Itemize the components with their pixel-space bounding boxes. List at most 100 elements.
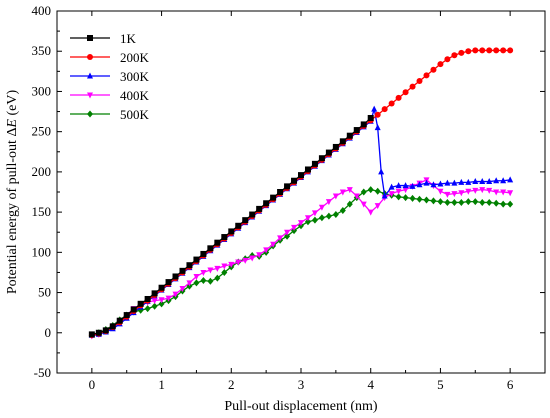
data-point [151, 290, 158, 297]
data-point [458, 49, 465, 56]
data-point [360, 121, 367, 128]
data-point [311, 160, 318, 167]
legend-marker [87, 72, 93, 79]
data-point [430, 181, 437, 188]
data-point [395, 188, 402, 195]
data-point [228, 228, 235, 235]
data-point [409, 182, 416, 189]
data-point [374, 187, 381, 195]
data-point [395, 182, 402, 189]
y-tick-label: 0 [45, 325, 52, 340]
data-point [123, 312, 130, 319]
axes-layer: 0 1 2 3 4 5 6 -50 0 50 100 150 200 250 300 350 400 [32, 3, 545, 392]
data-point [472, 198, 479, 206]
data-point [395, 94, 402, 101]
data-point [465, 188, 472, 195]
y-tick-label: -50 [34, 365, 51, 380]
data-point [409, 83, 416, 90]
data-point [88, 331, 95, 338]
data-point [249, 211, 256, 218]
data-point [95, 329, 102, 336]
y-axis-title: Potential energy of pull-out ΔE (eV) [5, 90, 20, 295]
data-point [284, 183, 291, 190]
x-tick-label: 6 [507, 377, 514, 392]
data-point [444, 179, 451, 186]
data-point [381, 192, 388, 199]
data-point [416, 181, 423, 188]
y-axis-title-variable: E [5, 119, 20, 129]
series-line [91, 188, 511, 336]
legend-item: 1K [70, 31, 137, 46]
data-point [346, 132, 353, 139]
series-layer [88, 47, 514, 340]
x-tick-label: 1 [158, 377, 165, 392]
data-point [318, 204, 325, 211]
data-point [332, 193, 339, 200]
data-point [507, 200, 514, 208]
data-point [291, 224, 298, 231]
data-point [486, 47, 493, 54]
data-point [318, 214, 325, 222]
data-point [472, 47, 479, 54]
data-point [374, 124, 381, 131]
y-tick-label: 400 [32, 3, 52, 18]
legend-item: 500K [70, 107, 150, 122]
data-point [221, 268, 228, 276]
data-point [186, 280, 193, 287]
data-point [409, 194, 416, 202]
x-tick-label: 2 [228, 377, 235, 392]
data-point [423, 179, 430, 186]
data-point [242, 217, 249, 224]
data-point [284, 229, 291, 236]
y-tick-label: 300 [32, 83, 52, 98]
data-point [472, 178, 479, 185]
data-point [200, 250, 207, 257]
data-point [263, 247, 270, 254]
data-point [402, 89, 409, 96]
data-point [277, 189, 284, 195]
x-tick-label: 4 [367, 377, 374, 392]
series-500K [88, 186, 514, 339]
data-point [221, 263, 228, 270]
data-point [207, 245, 214, 252]
data-point [291, 177, 298, 184]
data-point [423, 196, 430, 204]
legend: 1K 200K 300K 400K 500K [70, 31, 150, 122]
data-point [116, 317, 123, 324]
data-point [500, 200, 507, 208]
legend-label: 500K [120, 107, 150, 122]
data-point [507, 190, 514, 197]
data-point [325, 212, 332, 220]
data-point [158, 297, 165, 304]
data-point [367, 114, 374, 121]
data-point [507, 47, 514, 54]
x-tick-label: 5 [437, 377, 444, 392]
data-point [221, 234, 228, 241]
data-point [200, 276, 207, 284]
data-point [458, 178, 465, 185]
y-tick-label: 150 [32, 204, 52, 219]
data-point [339, 138, 346, 145]
data-point [430, 66, 437, 73]
data-point [270, 241, 277, 248]
data-point [339, 189, 346, 196]
data-point [339, 207, 346, 215]
data-point [444, 191, 451, 198]
x-tick-label: 0 [89, 377, 96, 392]
data-point [430, 197, 437, 205]
data-point [284, 232, 291, 240]
data-point [130, 306, 137, 313]
data-point [346, 200, 353, 208]
data-point [465, 48, 472, 55]
data-point [437, 61, 444, 68]
data-point [437, 188, 444, 195]
x-tick-label: 3 [298, 377, 305, 392]
legend-marker [87, 92, 93, 99]
data-point [493, 177, 500, 184]
data-point [367, 209, 374, 216]
y-axis-title-prefix: Potential energy of pull-out Δ [5, 128, 20, 295]
data-point [437, 180, 444, 187]
data-point [493, 199, 500, 207]
data-point [486, 178, 493, 185]
